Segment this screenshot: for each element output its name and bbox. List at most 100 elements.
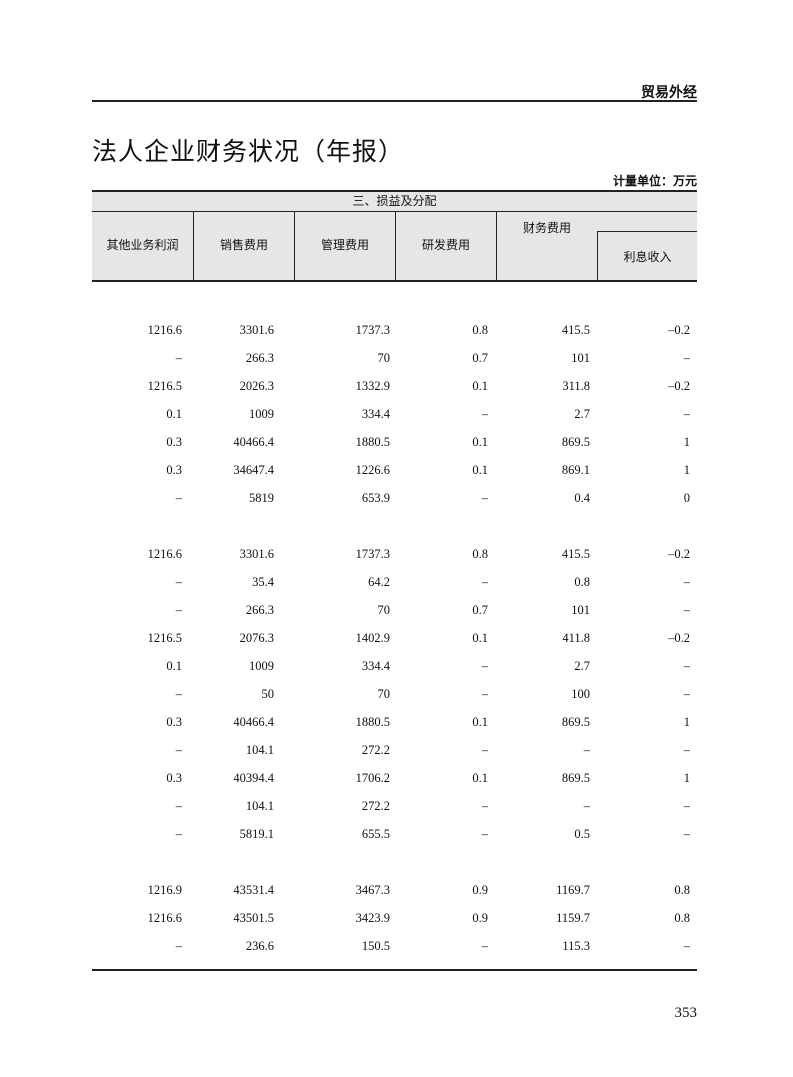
table-cell: 5819.1 — [239, 827, 274, 841]
table-cell: 115.3 — [562, 939, 590, 953]
table-cell: 50 — [261, 687, 275, 701]
table-cell: – — [175, 351, 182, 365]
table-cell: 3467.3 — [355, 883, 390, 897]
table-cell: – — [683, 575, 690, 589]
table-cell: 1880.5 — [355, 435, 390, 449]
table-cell: 3301.6 — [239, 547, 274, 561]
table-cell: 3423.9 — [355, 911, 390, 925]
table-cell: – — [175, 827, 182, 841]
table-cell: 1009 — [249, 659, 274, 673]
table-cell: 2076.3 — [239, 631, 274, 645]
table-cell: 40394.4 — [233, 771, 274, 785]
table-cell: 1880.5 — [355, 715, 390, 729]
table-cell: 2.7 — [574, 407, 590, 421]
table-cell: 0.1 — [472, 771, 488, 785]
page-title: 法人企业财务状况（年报） — [92, 137, 405, 166]
table-cell: 1 — [683, 715, 690, 729]
table-cell: 1216.6 — [147, 547, 182, 561]
table-cell: 869.1 — [561, 463, 590, 477]
table-cell: 0 — [683, 491, 690, 505]
table-cell: 0.7 — [472, 603, 488, 617]
table-cell: – — [683, 939, 690, 953]
table-cell: 34647.4 — [233, 463, 274, 477]
column-header: 管理费用 — [294, 211, 395, 282]
table-cell: – — [481, 799, 488, 813]
table-cell: 1402.9 — [355, 631, 390, 645]
column-header: 其他业务利润 — [106, 238, 179, 252]
table-cell: 1 — [683, 463, 690, 477]
sub-column-header: 利息收入 — [597, 231, 697, 282]
table-cell: 0.3 — [166, 715, 182, 729]
table-cell: 100 — [571, 687, 590, 701]
table-cell: – — [683, 799, 690, 813]
table-cell: – — [683, 603, 690, 617]
table-cell: 1332.9 — [355, 379, 390, 393]
table-cell: 266.3 — [245, 351, 274, 365]
column-header: 销售费用 — [193, 211, 294, 282]
table-cell: – — [683, 659, 690, 673]
table-cell: 1216.6 — [147, 911, 182, 925]
table-cell: 0.1 — [472, 463, 488, 477]
table-header: 三、损益及分配 其他业务利润 销售费用 管理费用 研发费用 财务费用 利息收入 — [92, 190, 697, 282]
table-cell: 35.4 — [252, 575, 274, 589]
table-cell: – — [481, 407, 488, 421]
table-cell: 150.5 — [361, 939, 390, 953]
table-cell: – — [175, 799, 182, 813]
table-cell: – — [175, 575, 182, 589]
table-cell: 653.9 — [361, 491, 390, 505]
table-cell: –0.2 — [668, 379, 690, 393]
table-cell: 655.5 — [361, 827, 390, 841]
table-cell: 1 — [683, 771, 690, 785]
table-cell: 43531.4 — [233, 883, 274, 897]
table-cell: 104.1 — [245, 743, 274, 757]
table-cell: 311.8 — [562, 379, 590, 393]
table-cell: – — [583, 799, 590, 813]
group-header: 三、损益及分配 — [92, 192, 697, 212]
table-cell: 334.4 — [361, 407, 390, 421]
table-cell: – — [175, 491, 182, 505]
table-cell: 40466.4 — [233, 435, 274, 449]
table-cell: 101 — [571, 603, 590, 617]
table-cell: – — [683, 743, 690, 757]
table-cell: – — [481, 659, 488, 673]
table-cell: 40466.4 — [233, 715, 274, 729]
table-cell: – — [683, 827, 690, 841]
table-cell: 415.5 — [561, 323, 590, 337]
table-cell: –0.2 — [668, 323, 690, 337]
table-cell: 1009 — [249, 407, 274, 421]
table-cell: 0.8 — [574, 575, 590, 589]
table-cell: 1216.5 — [147, 631, 182, 645]
table-cell: 411.8 — [562, 631, 590, 645]
table-cell: 1737.3 — [355, 323, 390, 337]
table-cell: 1216.5 — [147, 379, 182, 393]
table-cell: – — [683, 687, 690, 701]
table-cell: 3301.6 — [239, 323, 274, 337]
table-cell: 70 — [377, 687, 391, 701]
table-cell: 266.3 — [245, 603, 274, 617]
unit-label: 计量单位：万元 — [612, 174, 697, 188]
table-cell: 101 — [571, 351, 590, 365]
table-cell: 1216.9 — [147, 883, 182, 897]
top-rule — [92, 100, 697, 102]
bottom-rule — [92, 969, 697, 971]
table-cell: 1737.3 — [355, 547, 390, 561]
page-number: 353 — [674, 1005, 698, 1021]
table-cell: 0.1 — [472, 379, 488, 393]
table-cell: 0.1 — [472, 631, 488, 645]
table-cell: 1159.7 — [556, 911, 590, 925]
table-cell: – — [175, 603, 182, 617]
table-cell: 0.8 — [472, 547, 488, 561]
table-cell: 0.9 — [472, 883, 488, 897]
table-cell: 43501.5 — [233, 911, 274, 925]
table-cell: 1 — [683, 435, 690, 449]
table-cell: 1706.2 — [355, 771, 390, 785]
table-cell: 0.3 — [166, 771, 182, 785]
table-cell: – — [481, 939, 488, 953]
table-cell: 0.1 — [472, 435, 488, 449]
table-cell: 64.2 — [368, 575, 390, 589]
table-cell: 272.2 — [361, 743, 390, 757]
table-cell: 236.6 — [245, 939, 274, 953]
table-cell: –0.2 — [668, 547, 690, 561]
table-cell: 0.4 — [574, 491, 590, 505]
table-cell: 0.9 — [472, 911, 488, 925]
